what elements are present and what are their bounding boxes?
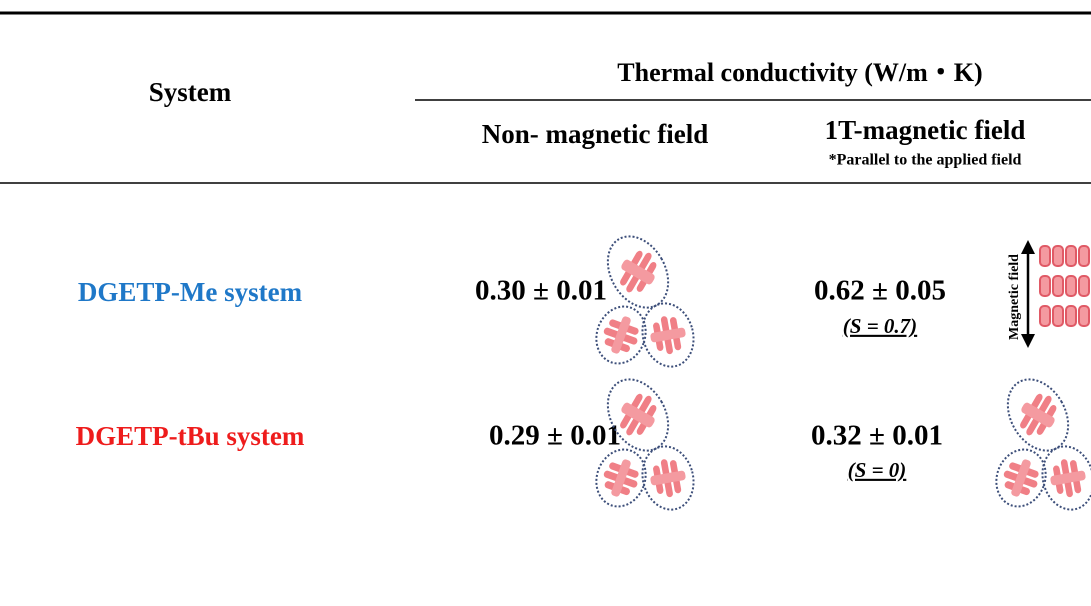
row-value: 0.62 ± 0.05	[814, 275, 946, 307]
header-col1: Non- magnetic field	[482, 119, 708, 149]
arrow-label: Magnetic field	[1007, 254, 1022, 340]
aligned-icon	[1039, 245, 1090, 327]
header-col2: 1T-magnetic field	[825, 115, 1026, 145]
row-system: DGETP-tBu system	[76, 421, 305, 451]
random-cluster-icon	[989, 369, 1091, 516]
row-system: DGETP-Me system	[78, 277, 303, 307]
row-value: 0.30 ± 0.01	[475, 275, 607, 307]
header-col2-note: *Parallel to the applied field	[829, 152, 1022, 169]
order-parameter: (S = 0.7)	[843, 314, 917, 338]
header-group: Thermal conductivity (W/m・K)	[617, 58, 982, 87]
field-arrow	[1021, 240, 1035, 348]
header-system: System	[149, 77, 232, 107]
order-parameter: (S = 0)	[848, 458, 907, 482]
row-value: 0.32 ± 0.01	[811, 420, 943, 452]
row-value: 0.29 ± 0.01	[489, 420, 621, 452]
